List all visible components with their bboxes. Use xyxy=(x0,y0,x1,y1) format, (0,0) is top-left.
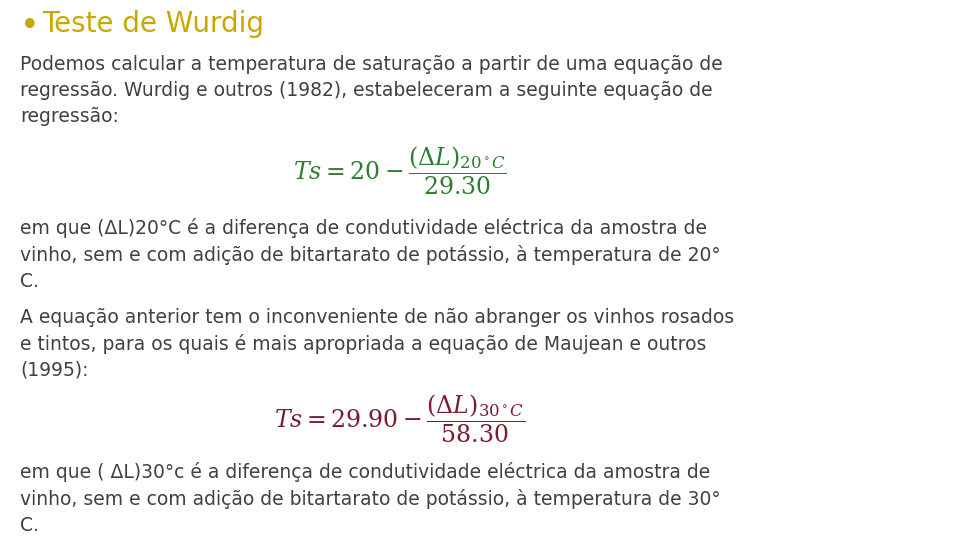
Text: Teste de Wurdig: Teste de Wurdig xyxy=(42,10,264,38)
Text: $\mathit{Ts} = 20 - \dfrac{(\Delta L)_{20^\circ C}}{29.30}$: $\mathit{Ts} = 20 - \dfrac{(\Delta L)_{2… xyxy=(293,145,507,198)
Text: •: • xyxy=(20,10,39,43)
Text: A equação anterior tem o inconveniente de não abranger os vinhos rosados
e tinto: A equação anterior tem o inconveniente d… xyxy=(20,308,734,380)
Text: Podemos calcular a temperatura de saturação a partir de uma equação de
regressão: Podemos calcular a temperatura de satura… xyxy=(20,55,723,125)
Text: em que (ΔL)20°C é a diferença de condutividade eléctrica da amostra de
vinho, se: em que (ΔL)20°C é a diferença de conduti… xyxy=(20,218,721,291)
Text: $\mathit{Ts} = 29.90 - \dfrac{(\Delta L)_{30^\circ C}}{58.30}$: $\mathit{Ts} = 29.90 - \dfrac{(\Delta L)… xyxy=(275,393,525,445)
Text: em que ( ΔL)30°c é a diferença de condutividade eléctrica da amostra de
vinho, s: em que ( ΔL)30°c é a diferença de condut… xyxy=(20,462,721,535)
